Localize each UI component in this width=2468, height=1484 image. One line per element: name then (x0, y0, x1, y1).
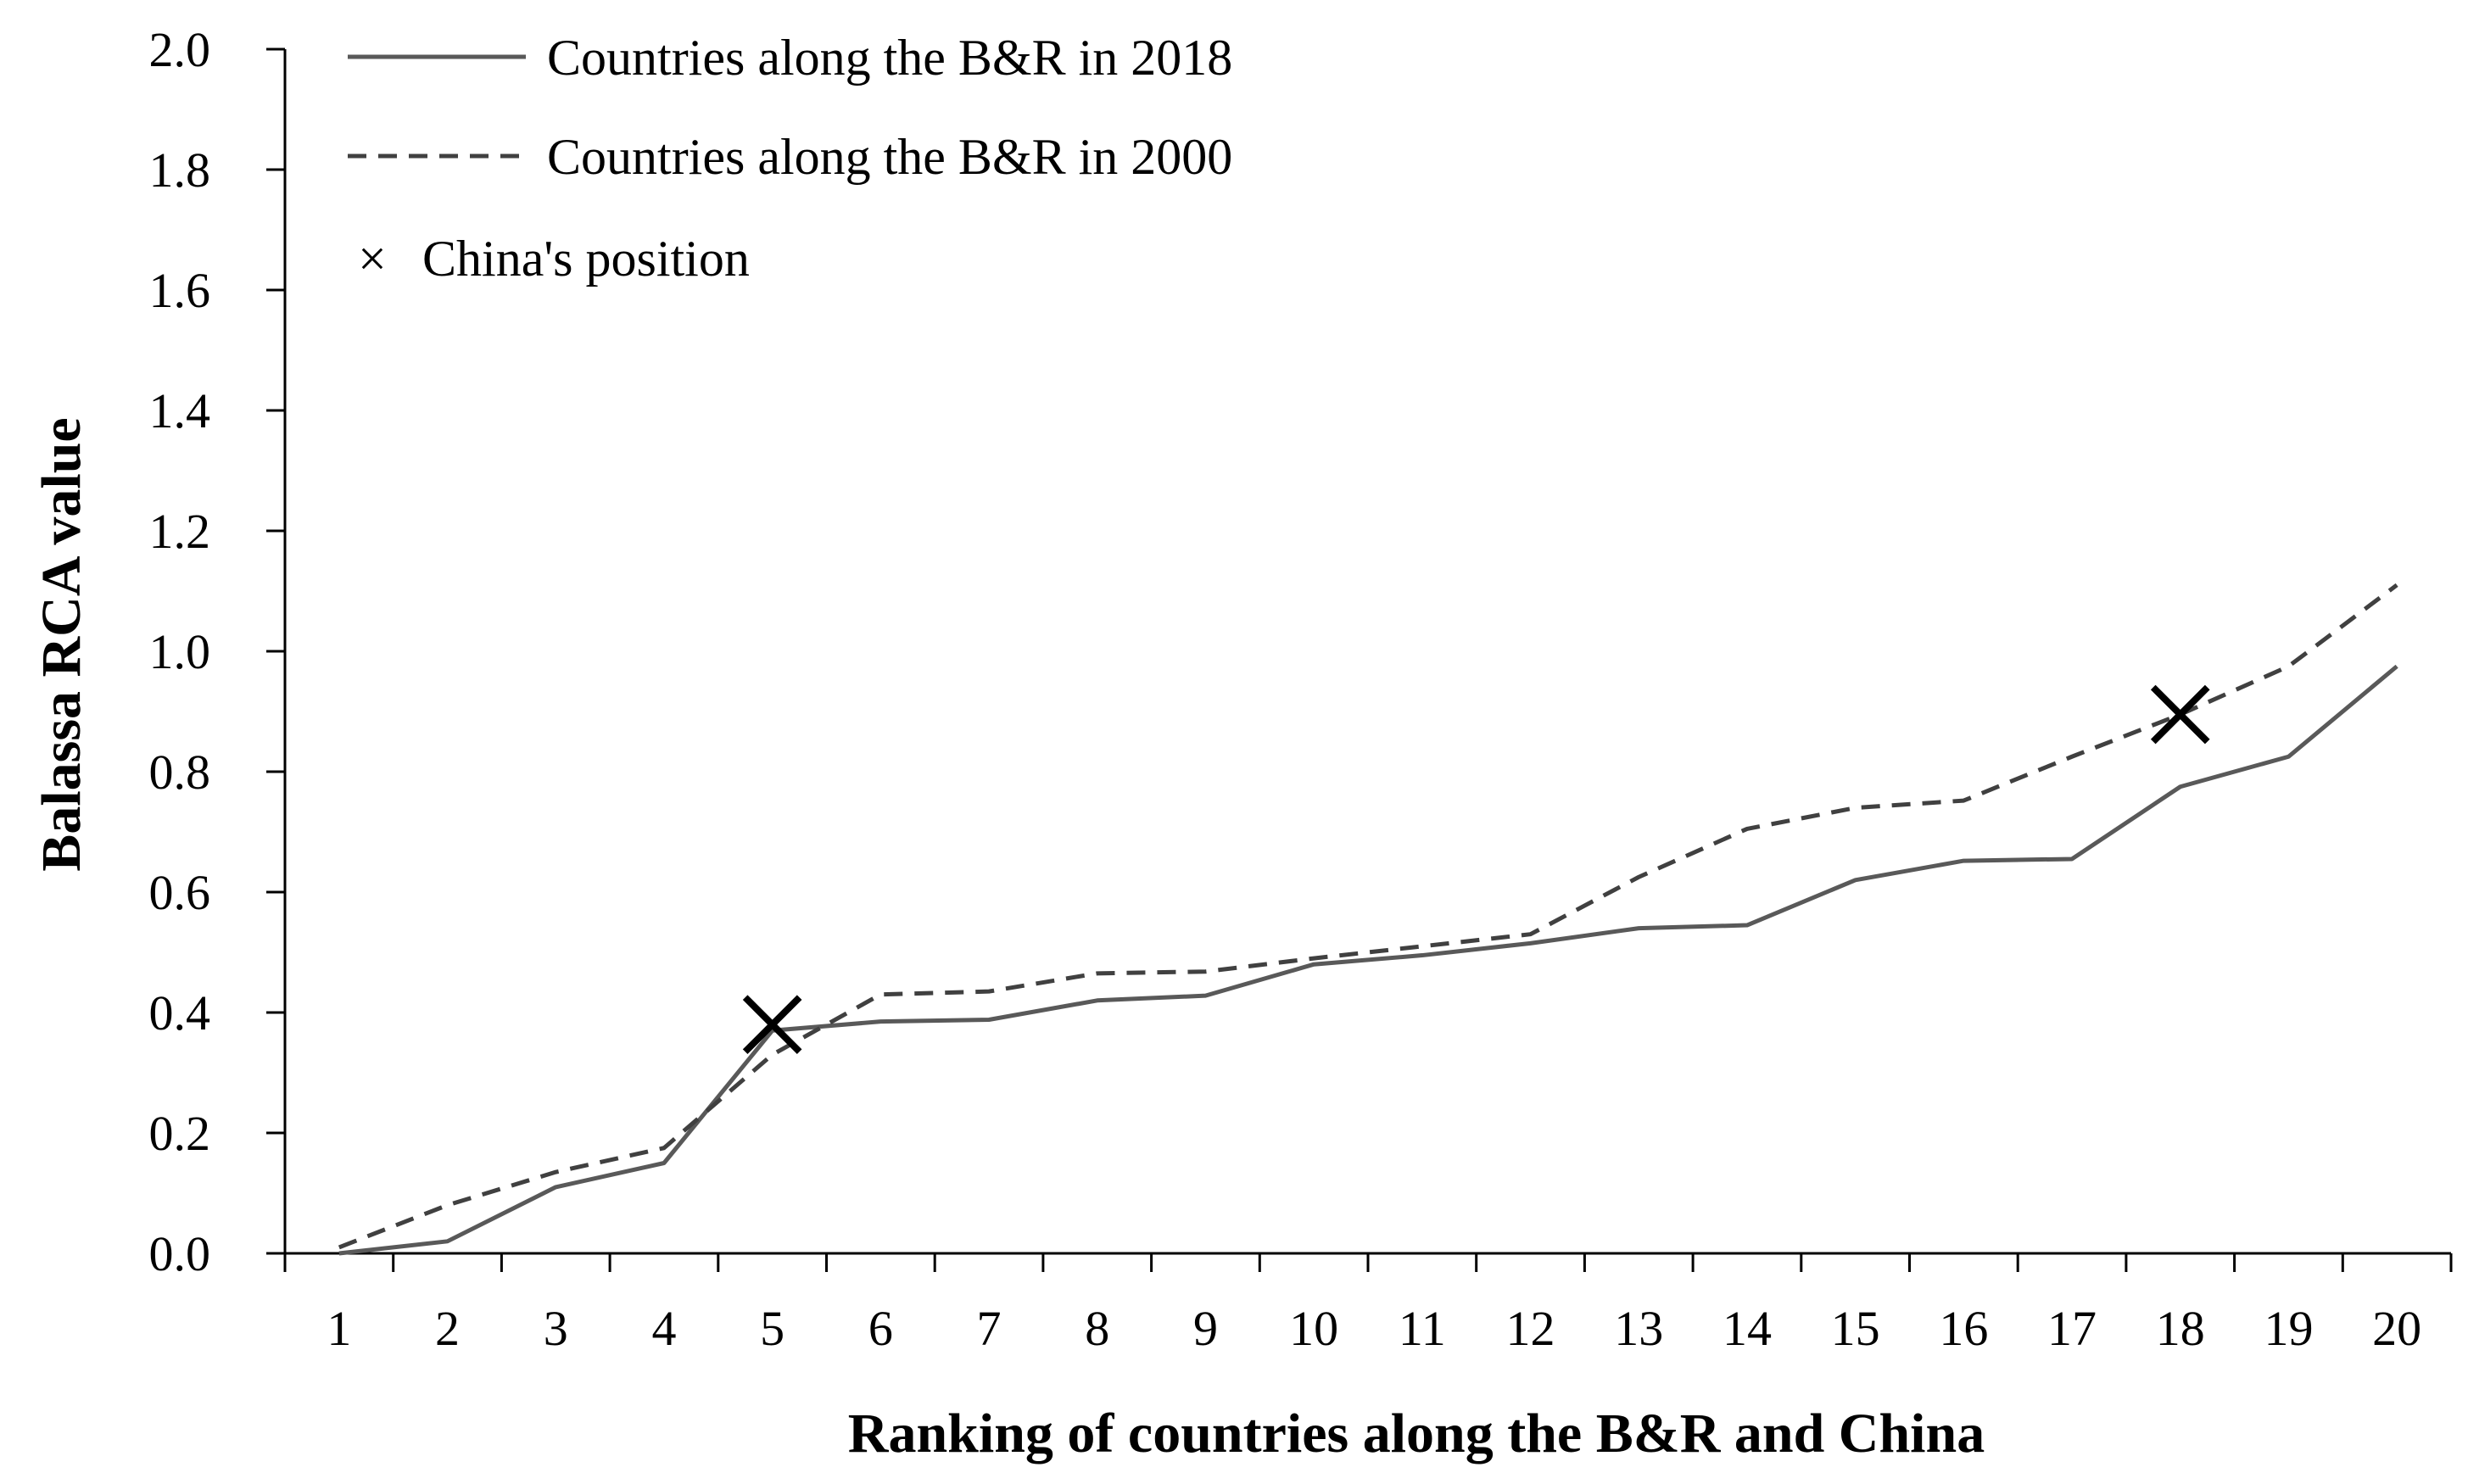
x-tick-label: 12 (1506, 1301, 1555, 1356)
x-axis-title: Ranking of countries along the B&R and C… (848, 1403, 1985, 1464)
x-tick-label: 16 (1939, 1301, 1988, 1356)
series-line-2000 (338, 583, 2398, 1250)
x-tick-label: 7 (977, 1301, 1002, 1356)
x-tick-label: 1 (327, 1301, 351, 1356)
x-tick-label: 5 (760, 1301, 785, 1356)
y-ticks: 0.0 0.2 0.4 0.6 0.8 1.0 1.2 1.4 1.6 1.8 2.0 (149, 22, 285, 1281)
y-tick-label: 0.8 (149, 745, 211, 800)
x-tick-label: 11 (1399, 1301, 1446, 1356)
y-tick-label: 1.2 (149, 504, 211, 559)
y-tick-label: 0.2 (149, 1106, 211, 1161)
x-tick-label: 2 (435, 1301, 460, 1356)
marker-stroke (2150, 684, 2210, 745)
y-tick-label: 1.4 (149, 383, 211, 438)
x-tick-label: 14 (1723, 1301, 1772, 1356)
y-tick-label: 1.8 (149, 142, 211, 198)
y-tick-label: 0.0 (149, 1226, 211, 1281)
y-tick-label: 1.0 (149, 624, 211, 679)
x-ticks: 1 2 3 4 5 6 7 8 9 10 11 12 13 14 15 16 17 18 19 20 (283, 1253, 2453, 1356)
y-tick-label: 2.0 (149, 22, 211, 77)
x-tick-label: 3 (544, 1301, 568, 1356)
series-layer (338, 583, 2398, 1256)
marker-stroke (742, 995, 802, 1055)
y-axis-title: Balassa RCA value (31, 417, 92, 871)
x-tick-label: 19 (2264, 1301, 2313, 1356)
x-tick-label: 13 (1614, 1301, 1663, 1356)
x-tick-label: 15 (1831, 1301, 1880, 1356)
series-line-2018 (338, 664, 2398, 1256)
x-tick-label: 18 (2156, 1301, 2205, 1356)
legend-marker-symbol: × (358, 231, 387, 287)
legend-label-2018: Countries along the B&R in 2018 (547, 30, 1232, 86)
x-tick-label: 20 (2372, 1301, 2421, 1356)
y-tick-label: 0.4 (149, 985, 211, 1040)
x-tick-label: 8 (1085, 1301, 1109, 1356)
x-tick-label: 10 (1289, 1301, 1338, 1356)
y-tick-label: 0.6 (149, 865, 211, 920)
x-tick-label: 9 (1193, 1301, 1218, 1356)
legend-label-china: China's position (422, 231, 750, 287)
x-tick-label: 4 (651, 1301, 676, 1356)
y-tick-label: 1.6 (149, 263, 211, 318)
x-tick-label: 6 (868, 1301, 893, 1356)
legend: Countries along the B&R in 2018 Countrie… (348, 30, 1232, 287)
china-position-marker (742, 995, 802, 1055)
legend-label-2000: Countries along the B&R in 2000 (547, 129, 1232, 185)
x-tick-label: 17 (2047, 1301, 2097, 1356)
china-position-marker (2150, 684, 2210, 745)
china-position-markers (742, 684, 2210, 1055)
